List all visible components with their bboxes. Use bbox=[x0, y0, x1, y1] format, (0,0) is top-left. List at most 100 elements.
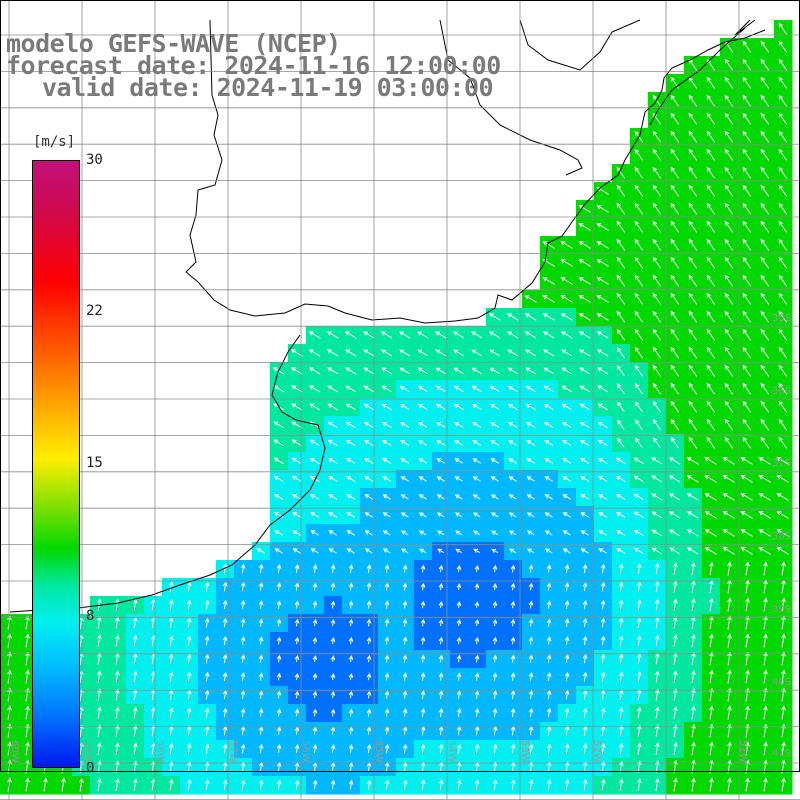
wind-arrow bbox=[132, 670, 138, 683]
wind-arrow bbox=[781, 777, 786, 792]
wind-arrow bbox=[688, 364, 698, 377]
wind-arrow bbox=[616, 365, 625, 377]
wind-arrow bbox=[706, 364, 716, 377]
wind-arrow bbox=[655, 724, 660, 737]
wind-arrow bbox=[634, 166, 644, 179]
wind-arrow bbox=[781, 615, 786, 630]
wind-arrow bbox=[580, 512, 590, 518]
wind-arrow bbox=[291, 421, 303, 429]
wind-arrow bbox=[654, 634, 660, 647]
wind-arrow bbox=[745, 651, 750, 666]
wind-arrow bbox=[291, 385, 303, 393]
wind-arrow bbox=[345, 385, 356, 393]
wind-arrow bbox=[294, 744, 300, 753]
wind-arrow bbox=[508, 530, 517, 536]
wind-arrow bbox=[294, 690, 300, 699]
wind-arrow bbox=[204, 581, 210, 592]
wind-arrow bbox=[760, 76, 770, 89]
wind-arrow bbox=[186, 778, 192, 791]
wind-arrow bbox=[25, 633, 30, 648]
wind-arrow bbox=[546, 672, 552, 682]
wind-arrow bbox=[654, 562, 660, 575]
wind-arrow bbox=[381, 403, 392, 411]
wind-arrow bbox=[564, 761, 570, 772]
wind-arrow bbox=[491, 548, 499, 554]
wind-arrow bbox=[618, 653, 624, 664]
wind-arrow bbox=[362, 331, 375, 339]
wind-arrow bbox=[417, 403, 428, 411]
wind-arrow bbox=[348, 744, 354, 753]
wind-arrow bbox=[492, 672, 498, 681]
wind-arrow bbox=[204, 635, 210, 646]
wind-arrow bbox=[435, 403, 446, 410]
wind-arrow bbox=[276, 779, 282, 790]
wind-arrow bbox=[168, 742, 174, 755]
wind-arrow bbox=[579, 457, 590, 464]
wind-arrow bbox=[326, 331, 339, 339]
wind-arrow bbox=[546, 743, 552, 754]
wind-arrow bbox=[724, 76, 734, 89]
wind-arrow bbox=[456, 743, 462, 754]
lat-label: 38S bbox=[772, 531, 792, 542]
wind-arrow bbox=[473, 530, 481, 536]
lat-label: 39S bbox=[772, 604, 792, 615]
wind-arrow bbox=[97, 706, 102, 719]
wind-arrow bbox=[474, 564, 480, 573]
wind-arrow bbox=[688, 436, 698, 449]
wind-arrow bbox=[258, 779, 264, 790]
wind-arrow bbox=[438, 600, 444, 609]
wind-arrow bbox=[132, 688, 138, 701]
wind-arrow bbox=[366, 672, 372, 681]
wind-arrow bbox=[740, 493, 753, 501]
wind-arrow bbox=[760, 382, 770, 395]
wind-arrow bbox=[760, 364, 770, 377]
wind-arrow bbox=[600, 617, 606, 628]
wind-arrow bbox=[636, 635, 642, 647]
wind-arrow bbox=[472, 458, 481, 464]
wind-arrow bbox=[240, 636, 246, 645]
wind-arrow bbox=[25, 669, 30, 684]
wind-arrow bbox=[435, 349, 447, 357]
wind-arrow bbox=[706, 418, 716, 431]
wind-arrow bbox=[600, 725, 606, 736]
wind-arrow bbox=[25, 687, 30, 702]
wind-arrow bbox=[688, 130, 698, 143]
wind-arrow bbox=[312, 708, 318, 717]
wind-arrow bbox=[294, 582, 300, 591]
wind-arrow bbox=[312, 655, 318, 662]
wind-arrow bbox=[706, 310, 716, 323]
wind-arrow bbox=[204, 599, 210, 610]
wind-arrow bbox=[363, 403, 374, 411]
wind-arrow bbox=[330, 655, 336, 662]
wind-arrow bbox=[618, 671, 624, 682]
wind-arrow bbox=[688, 58, 698, 71]
wind-arrow bbox=[132, 724, 138, 737]
wind-arrow bbox=[526, 440, 536, 446]
wind-arrow bbox=[560, 313, 573, 321]
wind-arrow bbox=[709, 651, 714, 666]
wind-arrow bbox=[634, 184, 644, 197]
wind-arrow bbox=[634, 256, 644, 269]
wind-arrow bbox=[634, 220, 644, 233]
wind-arrow bbox=[312, 636, 318, 645]
wind-arrow bbox=[634, 238, 644, 251]
wind-arrow bbox=[240, 672, 246, 681]
wind-arrow bbox=[546, 618, 552, 627]
wind-arrow bbox=[742, 202, 752, 215]
wind-arrow bbox=[240, 618, 246, 627]
wind-arrow bbox=[706, 328, 716, 341]
wind-arrow bbox=[312, 600, 318, 609]
wind-arrow bbox=[727, 579, 732, 594]
wind-arrow bbox=[400, 548, 409, 554]
wind-arrow bbox=[776, 475, 789, 483]
wind-arrow bbox=[596, 223, 609, 231]
wind-arrow bbox=[742, 130, 752, 143]
wind-arrow bbox=[633, 493, 644, 501]
wind-arrow bbox=[778, 328, 788, 341]
wind-arrow bbox=[722, 547, 735, 555]
wind-arrow bbox=[742, 274, 752, 287]
wind-arrow bbox=[742, 40, 752, 53]
wind-arrow bbox=[402, 636, 408, 645]
wind-arrow bbox=[778, 166, 788, 179]
wind-arrow bbox=[652, 274, 662, 287]
